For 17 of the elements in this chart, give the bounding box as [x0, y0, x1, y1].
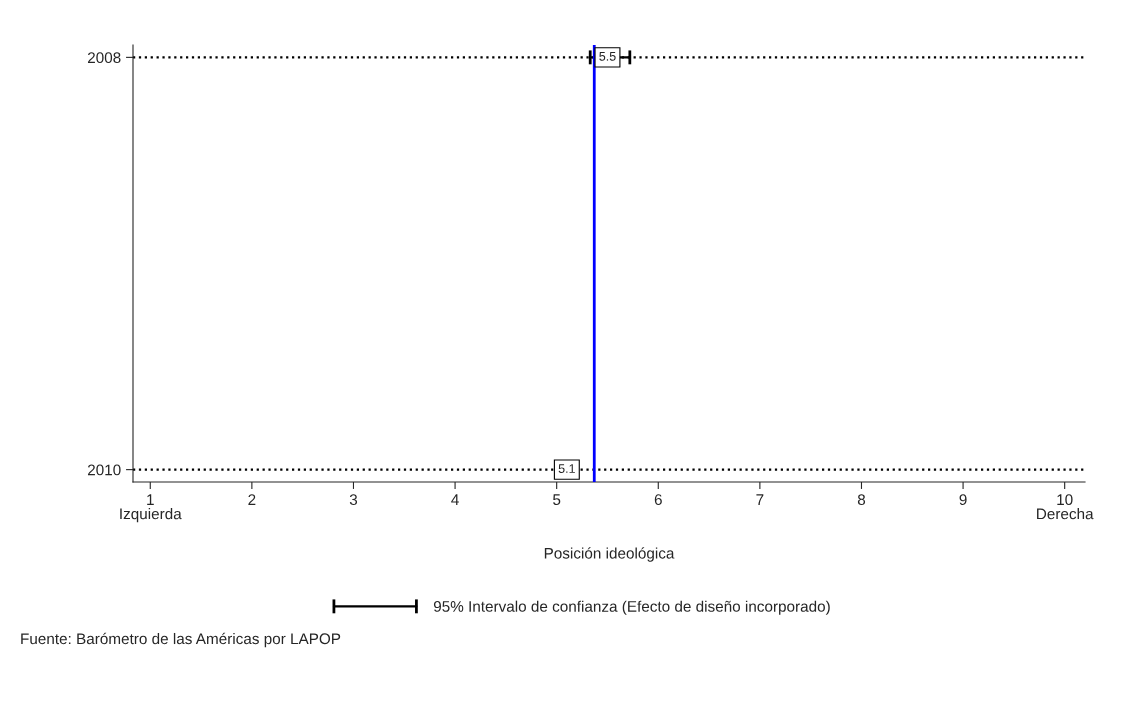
x-tick-label: 6 [654, 494, 662, 506]
annotation: Fuente: Barómetro de las Américas por LAPOP [21, 632, 341, 648]
x-tick-label: 9 [959, 494, 967, 506]
x-tick-label: 10 Derecha [1037, 494, 1094, 520]
y-tick-label: 2008 [87, 52, 121, 64]
data-label: 5.1 [558, 464, 575, 473]
x-tick-label: 4 [451, 494, 459, 505]
x-tick-label: 1 Izquierda [120, 494, 182, 523]
x-tick-label: 3 [349, 494, 358, 506]
data-label: 5.5 [599, 52, 616, 61]
x-tick-label: 2 [248, 494, 256, 505]
x-tick-label: 5 [553, 494, 561, 506]
y-tick-label: 2010 [87, 464, 121, 476]
x-axis-title: Posición ideológica [544, 547, 675, 562]
x-tick-label: 8 [857, 494, 866, 506]
legend-label: 95% Intervalo de confianza (Efecto de diseño incorporado) [433, 600, 830, 615]
x-tick-label: 7 [756, 494, 764, 505]
